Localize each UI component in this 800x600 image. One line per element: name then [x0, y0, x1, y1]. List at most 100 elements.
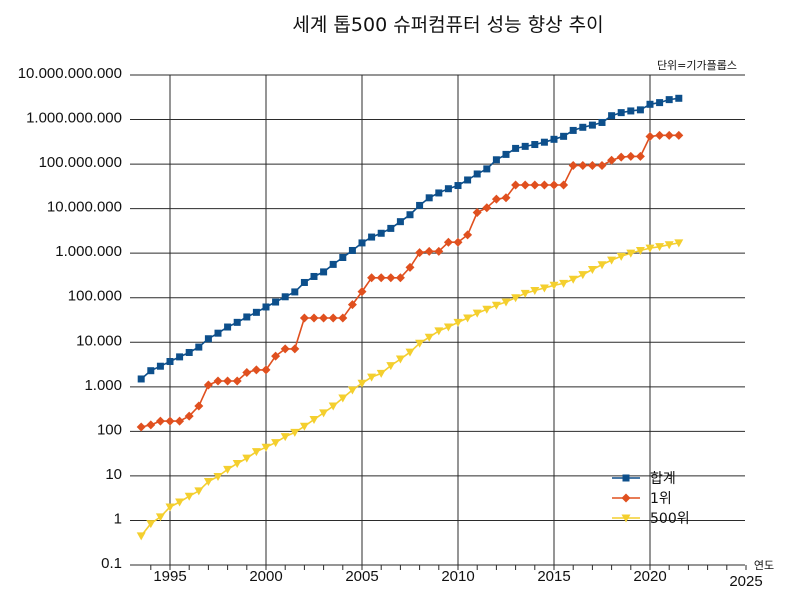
- data-point: [464, 176, 472, 184]
- data-point: [386, 362, 396, 371]
- data-point: [146, 520, 156, 529]
- data-point: [348, 246, 356, 254]
- data-point: [155, 513, 165, 522]
- chart-title: 세계 톱500 슈퍼컴퓨터 성능 향상 추이: [292, 14, 603, 36]
- data-point: [511, 294, 521, 303]
- data-point: [491, 194, 501, 204]
- data-point: [406, 211, 414, 219]
- data-point: [444, 185, 452, 193]
- data-point: [501, 193, 511, 203]
- legend-label: 합계: [650, 471, 676, 487]
- data-point: [491, 301, 501, 310]
- data-point: [309, 415, 319, 424]
- data-point: [405, 348, 415, 357]
- data-point: [645, 132, 655, 142]
- data-point: [579, 123, 587, 131]
- data-point: [616, 252, 626, 261]
- data-point: [443, 237, 453, 247]
- data-point: [165, 503, 175, 512]
- y-tick-label: 10.000.000.000: [18, 65, 122, 82]
- data-point: [357, 287, 367, 297]
- data-point: [328, 402, 338, 411]
- data-point: [616, 152, 626, 162]
- data-point: [453, 237, 463, 247]
- data-point: [184, 492, 194, 501]
- data-point: [483, 165, 491, 173]
- data-point: [597, 261, 607, 270]
- data-point: [665, 96, 673, 104]
- data-point: [656, 99, 664, 107]
- data-point: [540, 138, 548, 146]
- data-point: [424, 333, 434, 342]
- y-tick-label: 100: [97, 421, 122, 438]
- data-point: [597, 160, 607, 170]
- data-point: [203, 477, 213, 486]
- data-point: [607, 256, 617, 265]
- data-point: [405, 262, 415, 272]
- data-point: [578, 271, 588, 280]
- data-point: [194, 401, 204, 411]
- data-point: [636, 106, 644, 114]
- series-3: [136, 239, 684, 541]
- data-point: [473, 170, 481, 178]
- data-point: [358, 239, 366, 247]
- data-point: [271, 351, 281, 361]
- data-point: [587, 160, 597, 170]
- data-point: [472, 309, 482, 318]
- data-point: [502, 150, 510, 158]
- data-point: [396, 218, 404, 226]
- data-point: [367, 373, 377, 382]
- data-point: [675, 94, 683, 102]
- data-point: [635, 246, 645, 255]
- data-point: [136, 422, 146, 432]
- data-point: [588, 121, 596, 129]
- data-point: [203, 380, 213, 390]
- data-point: [560, 132, 568, 140]
- data-point: [224, 323, 232, 331]
- data-point: [233, 318, 241, 326]
- data-point: [578, 160, 588, 170]
- data-point: [347, 300, 357, 310]
- data-point: [300, 278, 308, 286]
- data-point: [463, 230, 473, 240]
- data-point: [280, 433, 290, 442]
- data-point: [194, 487, 204, 496]
- data-point: [674, 130, 684, 140]
- data-point: [166, 358, 174, 366]
- data-point: [251, 448, 261, 457]
- y-tick-label: 100.000.000: [39, 154, 122, 171]
- data-point: [550, 135, 558, 143]
- data-point: [310, 272, 318, 280]
- y-tick-label: 1.000.000: [55, 243, 122, 260]
- data-point: [357, 379, 367, 388]
- x-tick-label: 2000: [249, 568, 282, 585]
- data-point: [155, 416, 165, 426]
- legend-label: 1위: [650, 491, 672, 507]
- data-point: [530, 287, 540, 296]
- data-point: [320, 268, 328, 276]
- series-1: [137, 94, 683, 383]
- series-group: [136, 94, 684, 541]
- data-point: [261, 443, 271, 452]
- data-point: [214, 329, 222, 337]
- data-point: [136, 532, 146, 541]
- data-point: [434, 246, 444, 256]
- data-point: [299, 422, 309, 431]
- data-point: [443, 323, 453, 332]
- data-point: [213, 376, 223, 386]
- y-tick-label: 1.000.000.000: [26, 110, 122, 127]
- data-point: [232, 459, 242, 468]
- data-point: [328, 313, 338, 323]
- legend-swatch-marker: [622, 474, 630, 482]
- data-point: [185, 348, 193, 356]
- data-point: [435, 189, 443, 197]
- data-point: [290, 428, 300, 437]
- data-point: [454, 182, 462, 190]
- data-point: [415, 248, 425, 258]
- data-point: [539, 180, 549, 190]
- data-point: [482, 305, 492, 314]
- data-point: [319, 409, 329, 418]
- data-point: [338, 394, 348, 403]
- data-point: [607, 155, 617, 165]
